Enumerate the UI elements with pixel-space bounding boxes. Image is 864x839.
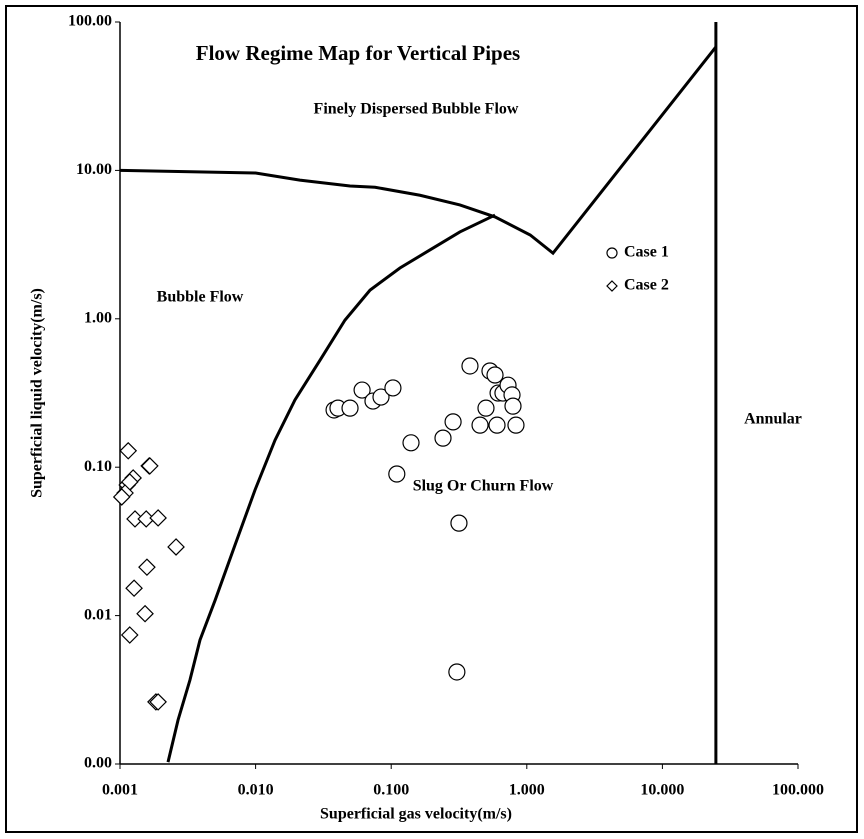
y-axis-title: Superficial liquid velocity(m/s) — [29, 288, 46, 498]
marker — [461, 357, 479, 375]
marker — [434, 429, 452, 447]
y-tick-label: 0.00 — [84, 755, 112, 772]
region-label: Finely Dispersed Bubble Flow — [314, 101, 519, 118]
region-label: Bubble Flow — [157, 289, 244, 306]
legend-label: Case 2 — [624, 277, 669, 294]
marker — [112, 488, 131, 506]
marker — [125, 579, 143, 598]
legend-marker — [606, 280, 618, 292]
marker — [504, 397, 522, 415]
marker — [341, 399, 359, 417]
boundary-line — [119, 46, 718, 256]
marker — [372, 388, 390, 406]
marker — [149, 693, 167, 711]
marker — [444, 413, 462, 431]
marker — [120, 626, 139, 644]
region-label: Annular — [744, 411, 802, 428]
frame — [5, 5, 858, 833]
marker — [477, 399, 495, 417]
marker — [488, 416, 506, 434]
x-tick-label: 1.000 — [509, 782, 545, 799]
marker — [384, 379, 402, 397]
x-tick-label: 10.000 — [640, 782, 684, 799]
marker — [507, 416, 525, 434]
x-tick-label: 0.100 — [373, 782, 409, 799]
x-tick-label: 0.001 — [102, 782, 138, 799]
x-tick-label: 0.010 — [238, 782, 274, 799]
legend-label: Case 1 — [624, 244, 669, 261]
x-axis-title: Superficial gas velocity(m/s) — [320, 806, 512, 823]
marker — [450, 514, 468, 532]
marker — [119, 441, 138, 460]
chart-title: Flow Regime Map for Vertical Pipes — [196, 41, 520, 65]
region-label: Slug Or Churn Flow — [413, 478, 554, 495]
marker — [167, 538, 185, 556]
y-tick-label: 0.10 — [84, 458, 112, 475]
y-tick-label: 0.01 — [84, 606, 112, 623]
legend-marker — [606, 247, 618, 259]
marker — [486, 366, 504, 384]
marker — [136, 604, 154, 623]
marker — [353, 381, 371, 399]
marker — [388, 465, 406, 483]
marker — [471, 416, 489, 434]
marker — [402, 434, 420, 452]
marker — [138, 558, 156, 577]
y-tick-label: 100.00 — [68, 13, 112, 30]
y-tick-label: 10.00 — [76, 161, 112, 178]
y-tick-label: 1.00 — [84, 309, 112, 326]
marker — [140, 457, 159, 475]
x-tick-label: 100.000 — [772, 782, 824, 799]
marker — [149, 509, 167, 527]
marker — [448, 663, 466, 681]
boundary-line — [166, 213, 496, 763]
